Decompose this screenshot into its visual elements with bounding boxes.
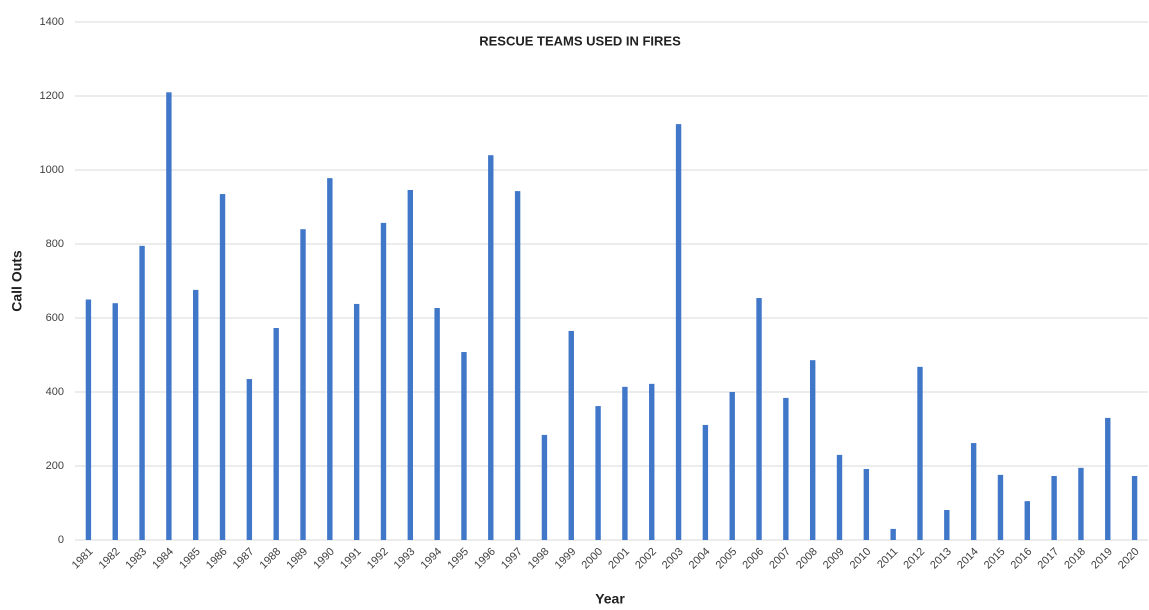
bar [488, 155, 494, 540]
bar [595, 406, 601, 540]
x-tick-label: 1997 [499, 546, 525, 572]
y-tick-label: 1400 [40, 16, 64, 28]
x-tick-label: 1989 [284, 546, 310, 572]
bar [622, 386, 628, 540]
bar [300, 229, 306, 540]
x-axis-title: Year [595, 591, 625, 607]
x-tick-label: 1986 [204, 546, 230, 572]
x-tick-label: 2001 [606, 546, 632, 572]
x-tick-label: 2006 [740, 546, 766, 572]
x-tick-label: 2014 [955, 546, 981, 572]
x-tick-label: 1995 [445, 546, 471, 572]
bar [863, 468, 870, 540]
bar [675, 124, 682, 541]
bar [327, 178, 333, 540]
bar [756, 298, 762, 540]
y-tick-label: 800 [46, 238, 64, 250]
x-tick-label: 1998 [526, 546, 552, 572]
bar [193, 289, 199, 540]
bar [1024, 501, 1030, 540]
x-tick-label: 2018 [1062, 546, 1088, 572]
bar [273, 327, 279, 540]
x-tick-label: 1996 [472, 546, 498, 572]
x-tick-label: 2009 [821, 546, 847, 572]
x-tick-label: 2000 [579, 546, 605, 572]
bar [890, 528, 896, 540]
x-tick-label: 2011 [875, 546, 900, 571]
y-tick-label: 1200 [40, 90, 64, 102]
bar [246, 379, 253, 540]
x-tick-label: 1994 [419, 546, 445, 572]
x-tick-label: 2015 [982, 546, 1008, 572]
bar [85, 299, 92, 540]
bar [649, 383, 655, 540]
bar [139, 245, 145, 540]
bar [836, 454, 843, 540]
x-tick-label: 2017 [1035, 546, 1061, 572]
bar [461, 352, 467, 540]
x-tick-label: 2002 [633, 546, 659, 572]
x-tick-label: 1983 [123, 546, 149, 572]
bar [970, 443, 977, 540]
x-tick-label: 1999 [553, 546, 579, 572]
y-axis-title: Call Outs [9, 250, 25, 312]
bar [514, 191, 521, 540]
bar [353, 303, 360, 540]
x-tick-label: 2012 [901, 546, 927, 572]
x-tick-label: 1992 [365, 546, 391, 572]
y-tick-label: 0 [58, 534, 64, 546]
bar [1051, 475, 1057, 540]
bar [541, 434, 548, 540]
x-tick-label: 2004 [687, 546, 713, 572]
bar [783, 397, 789, 540]
x-tick-label: 1987 [231, 546, 257, 572]
x-tick-label: 2016 [1009, 546, 1035, 572]
bar [944, 510, 950, 540]
y-tick-label: 1000 [40, 164, 64, 176]
x-tick-label: 1991 [338, 546, 364, 572]
x-tick-label: 2005 [714, 546, 740, 572]
x-tick-label: 1984 [150, 546, 176, 572]
bar [407, 189, 414, 541]
x-tick-label: 1988 [258, 546, 284, 572]
x-tick-label: 2007 [767, 546, 793, 572]
x-tick-label: 2003 [660, 546, 686, 572]
bar [166, 92, 172, 541]
y-tick-label: 400 [46, 386, 64, 398]
x-tick-label: 1990 [311, 546, 337, 572]
x-tick-label: 1985 [177, 546, 203, 572]
bar [1078, 467, 1084, 540]
x-tick-label: 2019 [1089, 546, 1115, 572]
y-tick-label: 600 [46, 312, 64, 324]
bar [1131, 475, 1138, 540]
x-tick-label: 2013 [928, 546, 954, 572]
bar [112, 303, 118, 540]
bar [702, 424, 709, 540]
y-tick-label: 200 [46, 460, 64, 472]
bar [568, 330, 574, 540]
bar [729, 392, 735, 540]
x-tick-label: 2010 [848, 546, 874, 572]
bar [917, 366, 923, 540]
x-tick-label: 1981 [70, 546, 96, 572]
x-tick-label: 2008 [794, 546, 820, 572]
bar [219, 194, 226, 541]
bar [1105, 417, 1111, 540]
bar [434, 308, 440, 540]
x-tick-label: 1982 [97, 546, 123, 572]
bar [997, 474, 1004, 540]
bar [809, 360, 816, 540]
x-tick-label: 1993 [392, 546, 418, 572]
chart-title: RESCUE TEAMS USED IN FIRES [479, 33, 681, 48]
x-tick-label: 2020 [1116, 546, 1142, 572]
bar [380, 222, 387, 540]
